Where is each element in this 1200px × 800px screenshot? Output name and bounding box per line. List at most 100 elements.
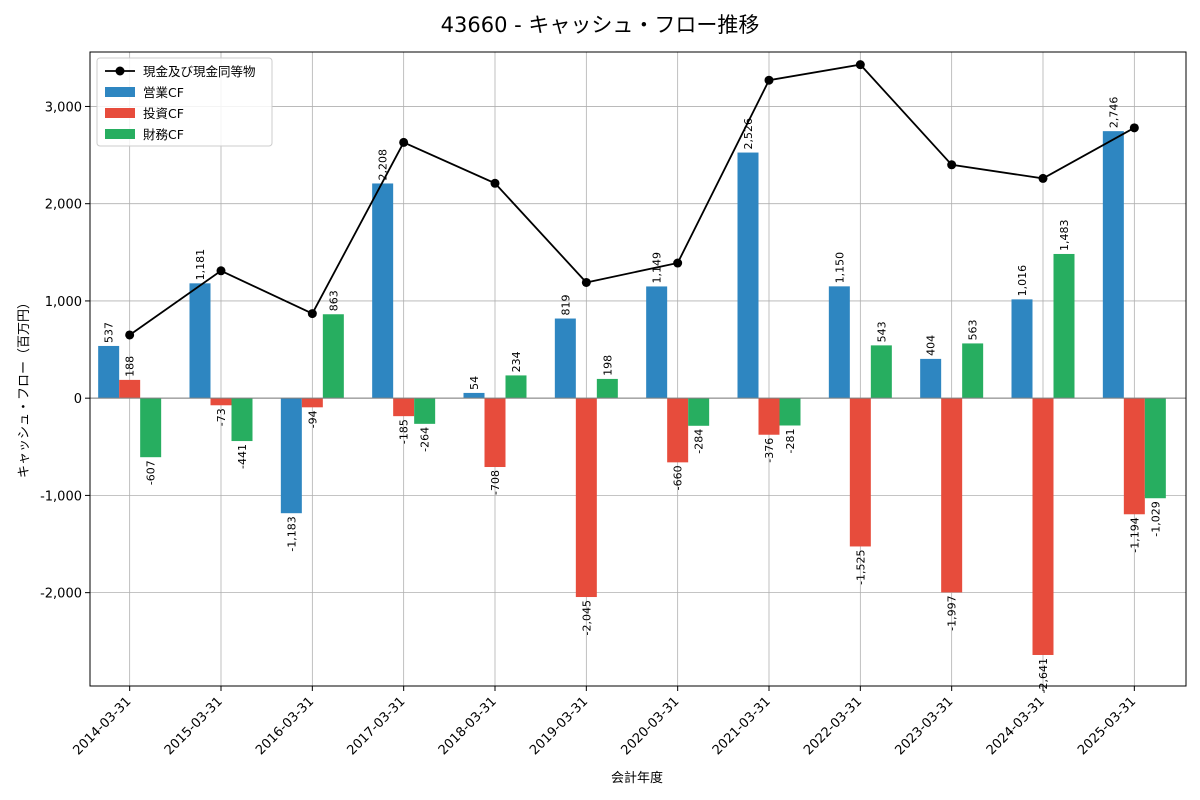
y-tick-label: -1,000 — [40, 489, 82, 504]
chart-title: 43660 - キャッシュ・フロー推移 — [441, 13, 760, 37]
x-tick-label: 2022-03-31 — [801, 694, 865, 758]
bar — [667, 398, 689, 463]
data-label: 819 — [559, 295, 572, 316]
bar — [280, 398, 302, 514]
data-label: -2,045 — [580, 600, 593, 635]
data-label: -607 — [145, 460, 158, 485]
data-label: -1,029 — [1149, 501, 1162, 536]
y-axis-title: キャッシュ・フロー（百万円） — [17, 296, 32, 478]
bar — [870, 345, 892, 399]
bar — [646, 286, 668, 399]
legend-bar-swatch — [105, 87, 135, 97]
data-label: -2,641 — [1037, 658, 1050, 693]
data-label: -441 — [236, 444, 249, 469]
bar — [962, 343, 984, 399]
data-label: 198 — [601, 355, 614, 376]
bar — [779, 398, 801, 426]
legend-label: 現金及び現金同等物 — [143, 64, 256, 79]
bar — [463, 392, 485, 399]
data-label: 2,208 — [377, 149, 390, 181]
data-label: -1,183 — [285, 516, 298, 551]
bar — [596, 378, 618, 399]
x-tick-label: 2019-03-31 — [527, 694, 591, 758]
data-label: -1,194 — [1128, 517, 1141, 552]
x-axis-title: 会計年度 — [611, 770, 663, 786]
bar — [849, 398, 871, 547]
legend-label: 投資CF — [143, 106, 184, 121]
cash-balance-point — [855, 60, 865, 70]
bar — [119, 379, 141, 399]
data-label: 188 — [124, 356, 137, 377]
y-tick-label: 1,000 — [45, 295, 82, 310]
data-label: 1,181 — [194, 249, 207, 281]
cash-balance-point — [1038, 173, 1048, 183]
bar — [828, 286, 850, 399]
data-label: -660 — [672, 465, 685, 490]
bar — [1032, 398, 1054, 655]
bar-layer — [98, 131, 1166, 655]
bar — [414, 398, 436, 424]
cash-balance-point — [947, 160, 957, 170]
data-label: -284 — [693, 429, 706, 454]
data-label: -73 — [215, 408, 228, 426]
cash-balance-point — [673, 258, 683, 268]
bar — [393, 398, 415, 417]
cash-balance-point — [307, 309, 317, 319]
bar — [322, 314, 344, 399]
x-tick-label: 2025-03-31 — [1075, 694, 1139, 758]
data-label: 54 — [468, 376, 481, 390]
y-tick-label: 3,000 — [45, 100, 82, 115]
x-tick-label: 2017-03-31 — [344, 694, 408, 758]
grid-layer — [90, 52, 1186, 686]
data-label: 1,483 — [1058, 219, 1071, 251]
data-label: 1,016 — [1016, 265, 1029, 297]
bar — [98, 345, 120, 399]
x-tick-label: 2018-03-31 — [436, 694, 500, 758]
data-label: -94 — [306, 410, 319, 428]
x-tick-label: 2021-03-31 — [710, 694, 774, 758]
legend-label: 営業CF — [143, 85, 184, 100]
bar — [575, 398, 597, 598]
bar — [554, 318, 576, 399]
data-label: 2,746 — [1107, 97, 1120, 129]
data-label: -281 — [784, 428, 797, 453]
y-tick-label: -2,000 — [40, 587, 82, 602]
data-label: 2,526 — [742, 118, 755, 150]
bar — [1144, 398, 1166, 499]
cash-balance-point — [490, 178, 500, 188]
legend-label: 財務CF — [143, 127, 184, 142]
cash-balance-point — [764, 75, 774, 85]
y-tick-label: 2,000 — [45, 198, 82, 213]
legend-bar-swatch — [105, 129, 135, 139]
bar — [920, 358, 942, 399]
x-tick-label: 2024-03-31 — [984, 694, 1048, 758]
bar — [372, 183, 394, 399]
data-label: -708 — [489, 470, 502, 495]
bar — [1053, 253, 1075, 399]
data-label: 863 — [327, 290, 340, 311]
x-tick-label: 2020-03-31 — [618, 694, 682, 758]
plot-frame — [89, 51, 1187, 687]
data-label: 563 — [967, 319, 980, 340]
legend-bar-swatch — [105, 108, 135, 118]
data-label: -376 — [763, 438, 776, 463]
cash-balance-point — [216, 266, 226, 276]
data-label: -1,997 — [946, 595, 959, 630]
data-label: 404 — [925, 335, 938, 356]
data-label: 1,150 — [833, 252, 846, 284]
legend-marker-swatch — [115, 66, 125, 76]
bar — [737, 152, 759, 399]
data-label: -1,525 — [854, 549, 867, 584]
bar — [140, 398, 162, 458]
x-tick-label: 2015-03-31 — [162, 694, 226, 758]
bar — [688, 398, 710, 426]
x-tick-label: 2023-03-31 — [892, 694, 956, 758]
x-tick-label: 2016-03-31 — [253, 694, 317, 758]
bar — [1102, 131, 1124, 399]
bar — [1123, 398, 1145, 515]
bar — [505, 375, 527, 399]
bar — [301, 398, 323, 408]
data-label: 537 — [103, 322, 116, 343]
